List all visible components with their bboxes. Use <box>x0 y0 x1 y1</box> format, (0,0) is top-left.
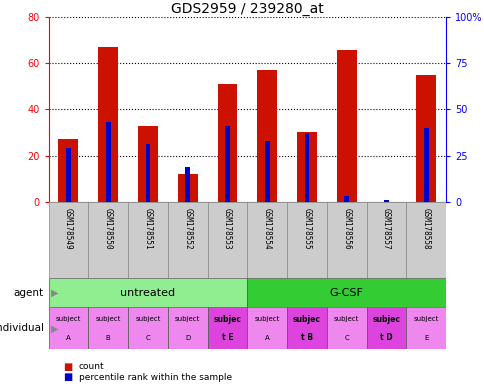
Text: GSM178557: GSM178557 <box>381 208 390 249</box>
Text: ▶: ▶ <box>51 288 58 298</box>
Text: subject: subject <box>413 316 438 322</box>
Bar <box>167 202 207 278</box>
Bar <box>66 148 71 202</box>
Text: subject: subject <box>333 316 359 322</box>
Bar <box>336 50 356 202</box>
Bar <box>128 307 167 349</box>
Bar <box>415 75 435 202</box>
Bar <box>406 202 445 278</box>
Bar <box>88 307 128 349</box>
Text: C: C <box>145 334 150 341</box>
Bar <box>264 141 269 202</box>
Bar <box>177 174 197 202</box>
Bar <box>366 307 406 349</box>
Text: percentile rank within the sample: percentile rank within the sample <box>78 372 231 382</box>
Bar <box>304 133 309 202</box>
Bar <box>217 84 237 202</box>
Bar <box>366 202 406 278</box>
Bar <box>48 202 88 278</box>
Bar <box>185 167 190 202</box>
Bar <box>247 202 287 278</box>
Text: subject: subject <box>254 316 279 322</box>
Text: GSM178556: GSM178556 <box>342 208 350 249</box>
Bar <box>344 196 348 202</box>
Text: subjec: subjec <box>292 314 320 324</box>
Text: count: count <box>78 362 104 371</box>
Bar <box>167 307 207 349</box>
Bar <box>98 47 118 202</box>
Text: GSM178550: GSM178550 <box>104 208 112 249</box>
Text: GSM178558: GSM178558 <box>421 208 430 249</box>
Text: individual: individual <box>0 323 44 333</box>
Text: subject: subject <box>135 316 160 322</box>
Bar <box>423 128 428 202</box>
Text: t D: t D <box>379 333 392 342</box>
Text: GSM178551: GSM178551 <box>143 208 152 249</box>
Text: C: C <box>344 334 348 341</box>
Text: t B: t B <box>301 333 312 342</box>
Bar <box>287 202 326 278</box>
Bar <box>106 122 110 202</box>
Text: subjec: subjec <box>213 314 241 324</box>
Bar <box>137 126 157 202</box>
Text: B: B <box>106 334 110 341</box>
Bar <box>48 278 247 307</box>
Text: GSM178552: GSM178552 <box>183 208 192 249</box>
Text: agent: agent <box>14 288 44 298</box>
Bar <box>326 307 366 349</box>
Text: ▶: ▶ <box>51 323 58 333</box>
Text: GSM178553: GSM178553 <box>223 208 231 249</box>
Bar <box>406 307 445 349</box>
Bar <box>128 202 167 278</box>
Text: ■: ■ <box>63 372 72 382</box>
Text: t E: t E <box>221 333 233 342</box>
Text: subjec: subjec <box>372 314 400 324</box>
Bar <box>58 139 78 202</box>
Bar <box>225 126 229 202</box>
Text: ■: ■ <box>63 362 72 372</box>
Text: subject: subject <box>95 316 121 322</box>
Text: GSM178554: GSM178554 <box>262 208 271 249</box>
Text: G-CSF: G-CSF <box>329 288 363 298</box>
Bar <box>48 307 88 349</box>
Text: A: A <box>264 334 269 341</box>
Bar <box>247 278 445 307</box>
Text: E: E <box>423 334 428 341</box>
Text: untreated: untreated <box>120 288 175 298</box>
Bar <box>287 307 326 349</box>
Bar <box>207 202 247 278</box>
Bar <box>207 307 247 349</box>
Bar <box>247 307 287 349</box>
Bar <box>88 202 128 278</box>
Bar <box>296 132 317 202</box>
Title: GDS2959 / 239280_at: GDS2959 / 239280_at <box>171 2 323 16</box>
Bar <box>145 144 150 202</box>
Text: GSM178549: GSM178549 <box>64 208 73 249</box>
Text: subject: subject <box>56 316 81 322</box>
Text: D: D <box>185 334 190 341</box>
Bar <box>257 70 276 202</box>
Bar <box>326 202 366 278</box>
Text: GSM178555: GSM178555 <box>302 208 311 249</box>
Bar <box>383 200 388 202</box>
Text: A: A <box>66 334 71 341</box>
Text: subject: subject <box>175 316 200 322</box>
